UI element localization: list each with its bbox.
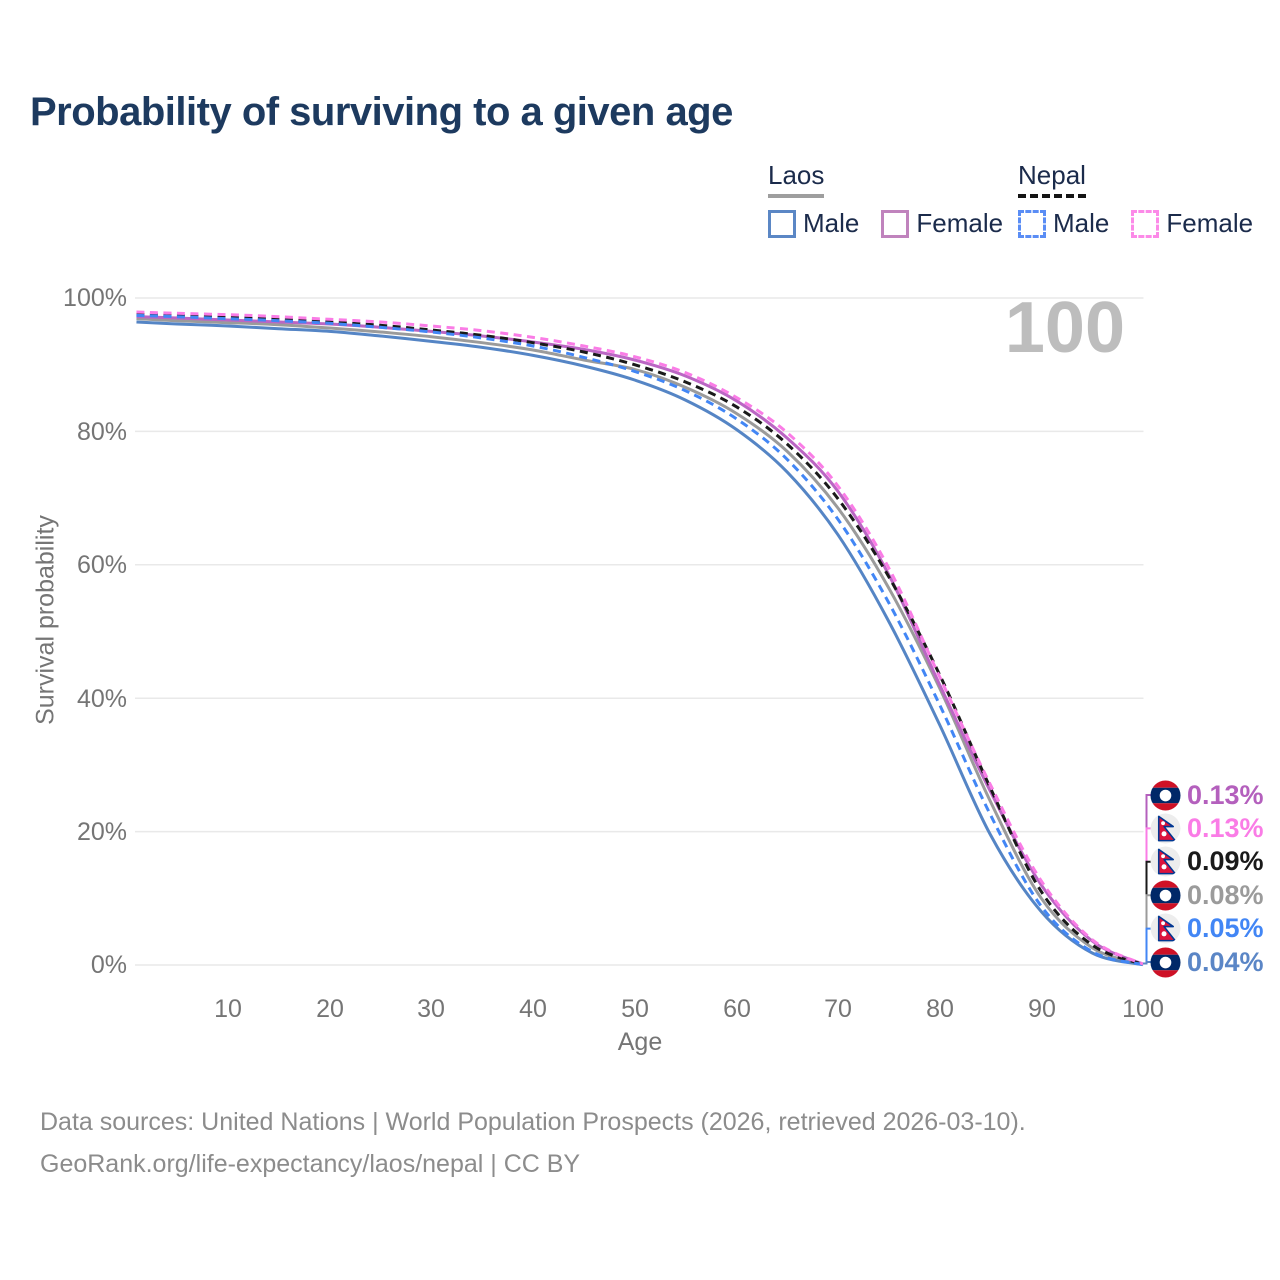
survival-curve-laos-male	[136, 320, 1144, 967]
nepal-female-swatch-icon	[1131, 209, 1160, 238]
legend-label: Male	[1053, 208, 1110, 238]
x-tick-50: 50	[621, 995, 649, 1023]
legend-item-laos-male: Male	[768, 208, 859, 239]
end-label-nepal-total: 0.09%	[1150, 845, 1264, 878]
end-value: 0.09%	[1187, 846, 1264, 877]
y-tick-20: 20%	[76, 817, 127, 846]
end-value: 0.05%	[1187, 913, 1264, 944]
page-title: Probability of surviving to a given age	[30, 90, 733, 134]
end-label-nepal-female: 0.13%	[1150, 812, 1264, 845]
y-tick-60: 60%	[76, 551, 127, 579]
legend-label: Female	[1166, 208, 1254, 238]
x-tick-100: 100	[1122, 995, 1164, 1023]
end-label-laos-total: 0.08%	[1150, 879, 1264, 912]
end-label-connector-5	[1143, 961, 1152, 965]
legend-header-laos: Laos	[768, 160, 825, 198]
laos-flag-icon	[1150, 779, 1181, 811]
y-tick-100: 100%	[63, 284, 127, 312]
end-value: 0.13%	[1187, 813, 1264, 843]
x-tick-80: 80	[926, 995, 954, 1023]
legend-group-laos: Laos Male Female	[768, 160, 1003, 239]
end-value: 0.13%	[1187, 779, 1264, 810]
nepal-male-swatch-icon	[1018, 209, 1046, 238]
y-tick-80: 80%	[76, 417, 127, 446]
nepal-flag-icon	[1150, 846, 1181, 877]
x-axis-title: Age	[617, 1028, 663, 1056]
survival-curve-nepal-male	[136, 313, 1144, 967]
x-tick-30: 30	[417, 995, 445, 1023]
age-watermark: 100	[1004, 288, 1125, 368]
x-tick-70: 70	[824, 995, 852, 1023]
legend-item-laos-female: Female	[881, 208, 1003, 239]
attribution-note: GeoRank.org/life-expectancy/laos/nepal |…	[40, 1150, 581, 1178]
legend-label: Male	[803, 208, 860, 238]
end-value: 0.08%	[1187, 879, 1264, 910]
end-label-nepal-male: 0.05%	[1150, 912, 1264, 945]
end-label-laos-male: 0.04%	[1150, 946, 1264, 979]
x-tick-60: 60	[723, 995, 751, 1023]
survival-curve-nepal-total	[136, 312, 1144, 966]
y-tick-0: 0%	[90, 951, 127, 979]
nepal-flag-icon	[1150, 913, 1181, 944]
legend-header-nepal: Nepal	[1018, 160, 1086, 198]
y-tick-40: 40%	[76, 684, 127, 713]
legend-item-nepal-male: Male	[1018, 208, 1109, 239]
laos-female-swatch-icon	[881, 209, 910, 238]
y-axis-title: Survival probability	[31, 515, 60, 725]
x-tick-20: 20	[316, 995, 344, 1023]
legend-label: Female	[916, 208, 1004, 238]
x-tick-10: 10	[214, 995, 242, 1023]
data-sources-note: Data sources: United Nations | World Pop…	[40, 1108, 1026, 1136]
survival-curve-laos-total	[136, 317, 1144, 966]
laos-flag-icon	[1150, 946, 1181, 978]
end-label-laos-female: 0.13%	[1150, 779, 1264, 812]
laos-flag-icon	[1150, 880, 1181, 911]
laos-male-swatch-icon	[768, 209, 796, 238]
end-value: 0.04%	[1187, 946, 1264, 977]
x-tick-90: 90	[1028, 995, 1056, 1023]
legend-item-nepal-female: Female	[1131, 208, 1253, 239]
nepal-flag-icon	[1150, 813, 1181, 844]
survival-curve-laos-female	[136, 315, 1144, 966]
legend-group-nepal: Nepal Male Female	[1018, 160, 1253, 239]
survival-curve-nepal-female	[136, 310, 1144, 966]
x-tick-40: 40	[519, 995, 547, 1023]
